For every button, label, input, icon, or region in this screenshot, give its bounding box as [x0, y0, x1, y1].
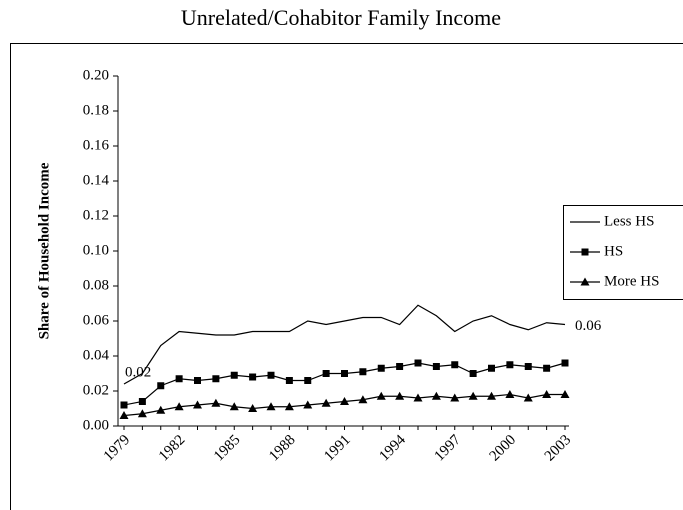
- marker: [304, 377, 312, 384]
- y-tick-label: 0.04: [83, 347, 110, 363]
- marker: [432, 363, 440, 370]
- data-label: 0.02: [125, 364, 151, 380]
- marker: [414, 359, 422, 367]
- series-line: [123, 304, 566, 385]
- marker: [451, 361, 459, 369]
- marker: [359, 368, 367, 376]
- x-tick-label: 1985: [211, 432, 244, 465]
- marker: [120, 401, 128, 409]
- marker: [322, 370, 330, 377]
- marker: [542, 390, 552, 398]
- x-tick-label: 1979: [101, 432, 134, 465]
- marker: [487, 391, 496, 400]
- marker: [193, 400, 202, 409]
- marker: [543, 364, 551, 372]
- data-label: 0.06: [575, 318, 602, 334]
- marker: [321, 398, 331, 407]
- marker: [340, 397, 349, 405]
- x-tick-label: 1988: [266, 432, 299, 465]
- marker: [377, 364, 385, 372]
- marker: [175, 375, 183, 383]
- marker: [249, 373, 257, 381]
- marker: [358, 395, 368, 404]
- marker: [156, 405, 166, 414]
- marker: [376, 391, 386, 400]
- y-tick-label: 0.12: [83, 207, 109, 223]
- marker: [560, 390, 570, 398]
- marker: [581, 248, 589, 256]
- marker: [524, 363, 532, 370]
- x-tick-label: 1997: [431, 432, 464, 465]
- y-tick-label: 0.02: [83, 382, 109, 398]
- marker: [248, 404, 258, 412]
- marker: [266, 402, 276, 411]
- marker: [194, 377, 201, 384]
- y-tick-label: 0.00: [83, 417, 109, 433]
- legend-label: Less HS: [604, 213, 654, 229]
- marker: [488, 364, 495, 372]
- y-axis-label: Share of Household Income: [36, 162, 52, 339]
- marker: [285, 377, 293, 384]
- marker: [395, 391, 405, 400]
- marker: [450, 393, 460, 402]
- marker: [580, 277, 590, 286]
- marker: [469, 370, 477, 377]
- y-tick-label: 0.16: [83, 137, 110, 153]
- marker: [523, 393, 533, 402]
- marker: [229, 402, 239, 411]
- legend-label: HS: [604, 243, 623, 259]
- marker: [431, 391, 441, 400]
- marker: [468, 391, 478, 400]
- marker: [506, 361, 514, 369]
- legend: Less HS HS More HS: [563, 205, 683, 300]
- marker: [138, 398, 146, 405]
- marker: [561, 359, 569, 367]
- marker: [413, 393, 423, 402]
- marker: [267, 371, 275, 379]
- y-tick-label: 0.18: [83, 102, 109, 118]
- x-tick-label: 2000: [487, 432, 520, 465]
- x-tick-label: 1991: [321, 432, 354, 465]
- marker: [212, 375, 220, 383]
- y-tick-label: 0.10: [83, 242, 109, 258]
- marker: [505, 390, 515, 398]
- chart-title: Unrelated/Cohabitor Family Income: [181, 5, 501, 30]
- marker: [341, 370, 348, 377]
- x-tick-label: 1994: [376, 432, 409, 465]
- marker: [211, 398, 221, 407]
- y-tick-label: 0.08: [83, 277, 109, 293]
- marker: [284, 402, 294, 411]
- marker: [230, 371, 238, 379]
- marker: [303, 400, 313, 409]
- chart-frame: [10, 43, 683, 510]
- marker: [137, 409, 147, 418]
- marker: [174, 402, 184, 411]
- y-tick-label: 0.14: [83, 172, 110, 188]
- y-tick-label: 0.06: [83, 312, 110, 328]
- x-tick-label: 1982: [156, 432, 189, 465]
- legend-label: More HS: [604, 273, 659, 289]
- marker: [396, 363, 404, 370]
- marker: [157, 382, 165, 390]
- marker: [119, 411, 129, 419]
- y-tick-label: 0.20: [83, 67, 109, 83]
- x-tick-label: 2003: [542, 432, 575, 465]
